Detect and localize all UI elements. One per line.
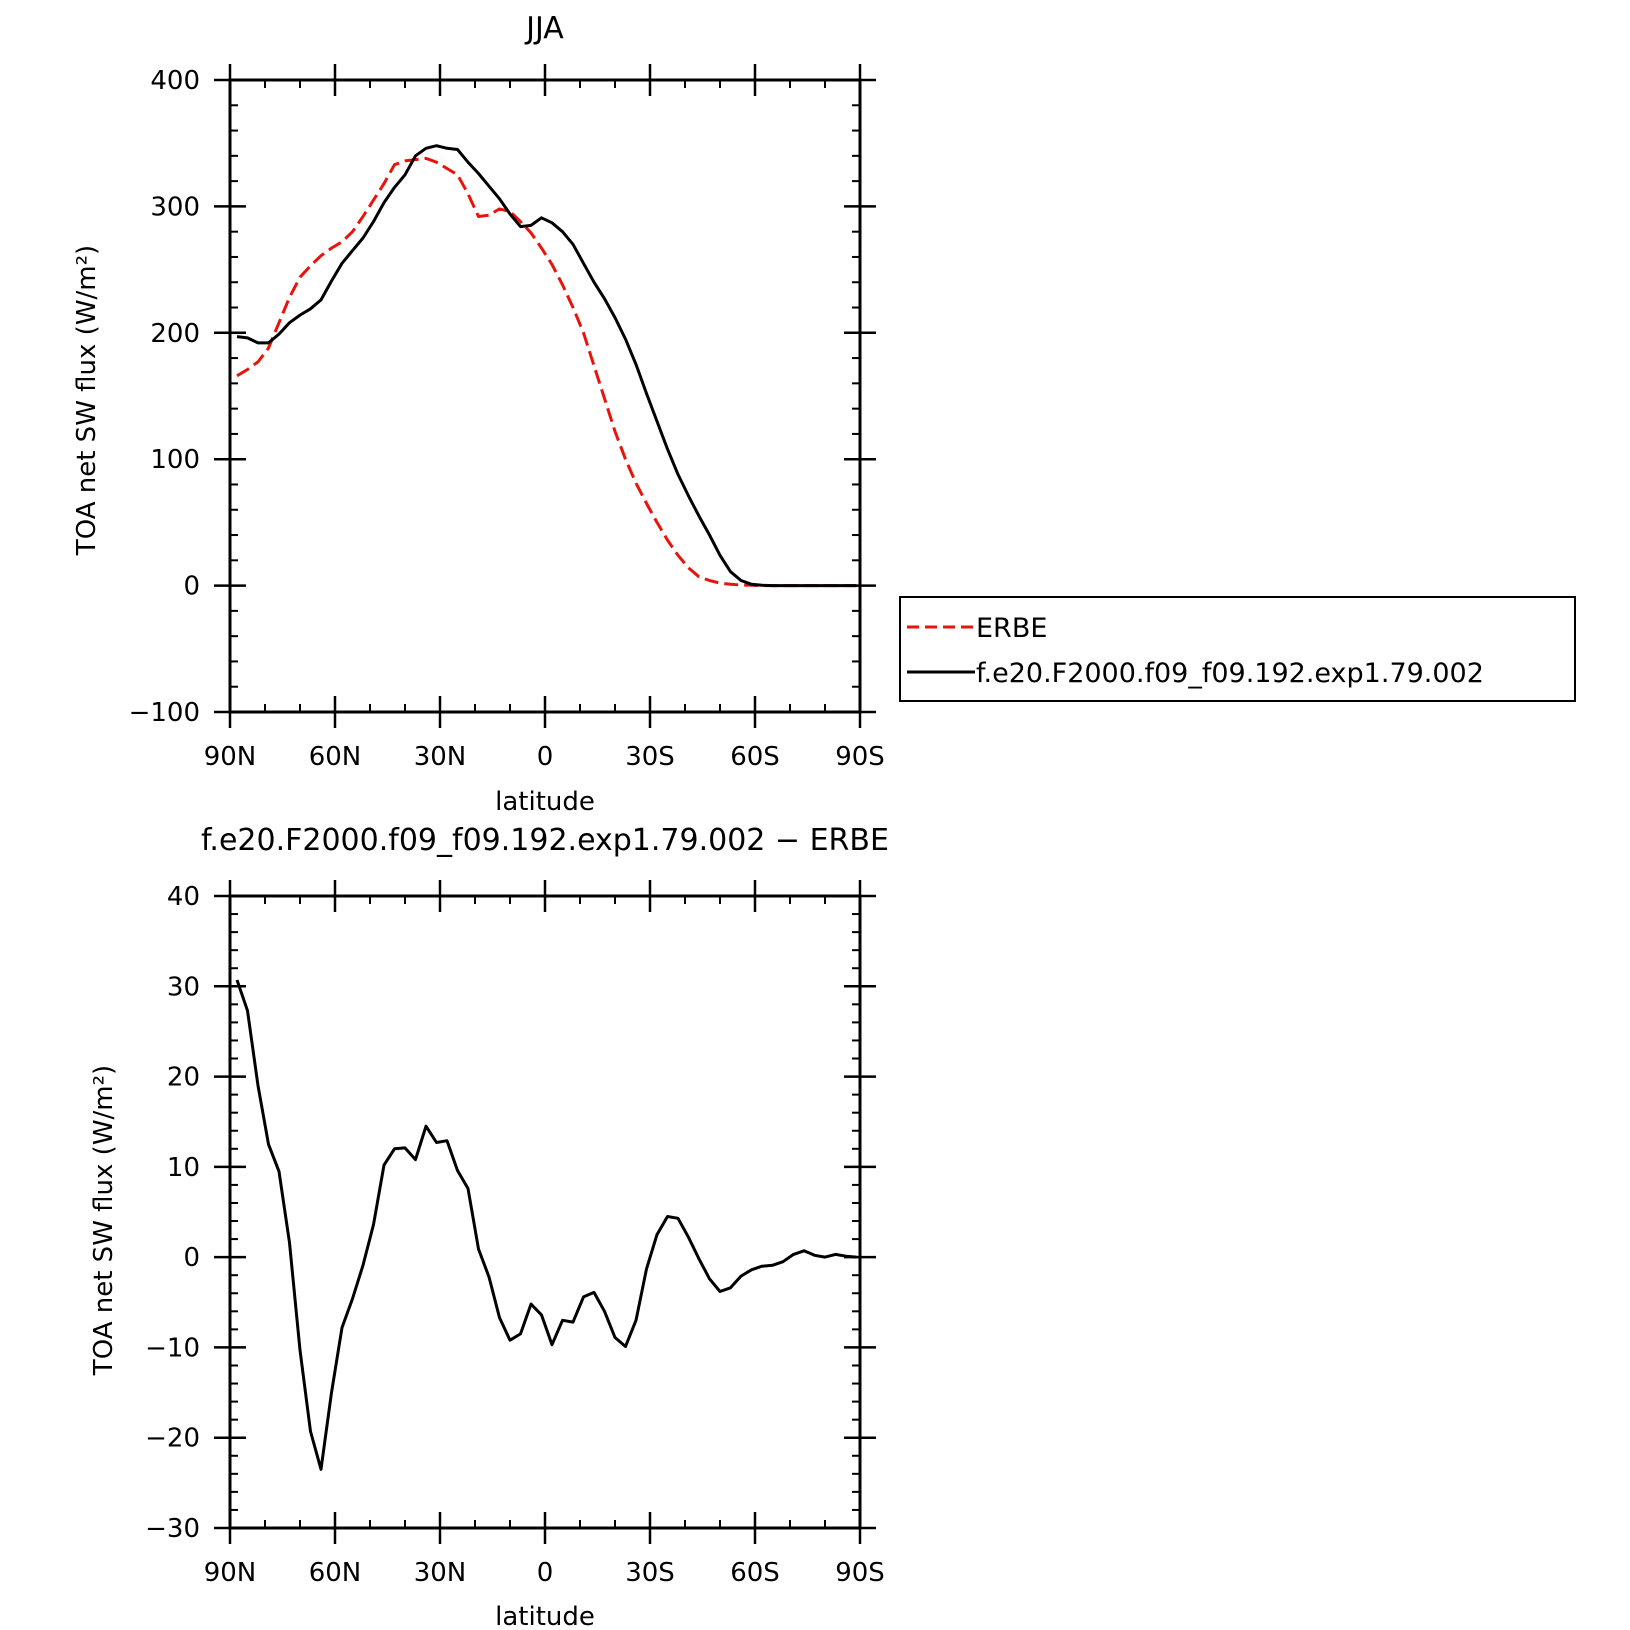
- x-tick-label: 60N: [309, 1558, 362, 1588]
- y-tick-label: 0: [183, 1243, 200, 1273]
- legend: ERBE f.e20.F2000.f09_f09.192.exp1.79.002: [899, 596, 1576, 702]
- y-tick-label: 200: [150, 319, 200, 349]
- bottom-panel-ylabel: TOA net SW flux (W/m²): [89, 1065, 119, 1376]
- top-panel-ticks: −100 0 100 200 300 400 90N 60N 30N 0 30S 60S 90S: [129, 64, 885, 772]
- y-tick-label: −20: [145, 1424, 200, 1454]
- y-tick-label: 20: [167, 1063, 200, 1093]
- bottom-panel-ticks: −30 −20 −10 0 10 20 30 40 90N 60N 30N 0 30S 60S 90S: [145, 880, 885, 1588]
- series-model-line: [236, 144, 857, 588]
- y-tick-label: 10: [167, 1153, 200, 1183]
- y-tick-label: −30: [145, 1514, 200, 1544]
- x-tick-label: 90N: [204, 742, 257, 772]
- legend-model-label: f.e20.F2000.f09_f09.192.exp1.79.002: [976, 658, 1484, 689]
- top-panel-xlabel: latitude: [495, 787, 595, 817]
- y-tick-label: 400: [150, 66, 200, 96]
- legend-box: [899, 596, 1576, 702]
- x-tick-label: 60N: [309, 742, 362, 772]
- x-tick-label: 60S: [730, 1558, 780, 1588]
- x-tick-label: 30S: [625, 1558, 675, 1588]
- x-tick-label: 30N: [414, 1558, 467, 1588]
- x-tick-label: 90S: [835, 742, 885, 772]
- top-panel: JJA TOA net SW flux (W/m²) latitude −100…: [72, 11, 885, 817]
- y-tick-label: −100: [129, 698, 200, 728]
- top-panel-ylabel: TOA net SW flux (W/m²): [72, 245, 102, 556]
- bottom-panel-xlabel: latitude: [495, 1602, 595, 1630]
- bottom-panel-series: [235, 979, 857, 1471]
- y-tick-label: 40: [167, 882, 200, 912]
- x-tick-label: 0: [537, 1558, 554, 1588]
- legend-erbe-label: ERBE: [976, 613, 1047, 644]
- series-model-line: [235, 979, 857, 1471]
- y-tick-label: 100: [150, 445, 200, 475]
- bottom-panel: f.e20.F2000.f09_f09.192.exp1.79.002 − ER…: [89, 823, 889, 1630]
- x-tick-label: 30N: [414, 742, 467, 772]
- top-panel-frame: [228, 78, 862, 714]
- bottom-panel-frame: [228, 894, 862, 1530]
- top-panel-title: JJA: [524, 11, 564, 46]
- top-panel-series: [236, 144, 857, 588]
- bottom-panel-title: f.e20.F2000.f09_f09.192.exp1.79.002 − ER…: [201, 823, 889, 858]
- x-tick-label: 90N: [204, 1558, 257, 1588]
- x-tick-label: 60S: [730, 742, 780, 772]
- y-tick-label: 300: [150, 192, 200, 222]
- x-tick-label: 30S: [625, 742, 675, 772]
- series-erbe-line: [236, 156, 857, 588]
- x-tick-label: 0: [537, 742, 554, 772]
- y-tick-label: 30: [167, 972, 200, 1002]
- y-tick-label: 0: [183, 572, 200, 602]
- x-tick-label: 90S: [835, 1558, 885, 1588]
- y-tick-label: −10: [145, 1333, 200, 1363]
